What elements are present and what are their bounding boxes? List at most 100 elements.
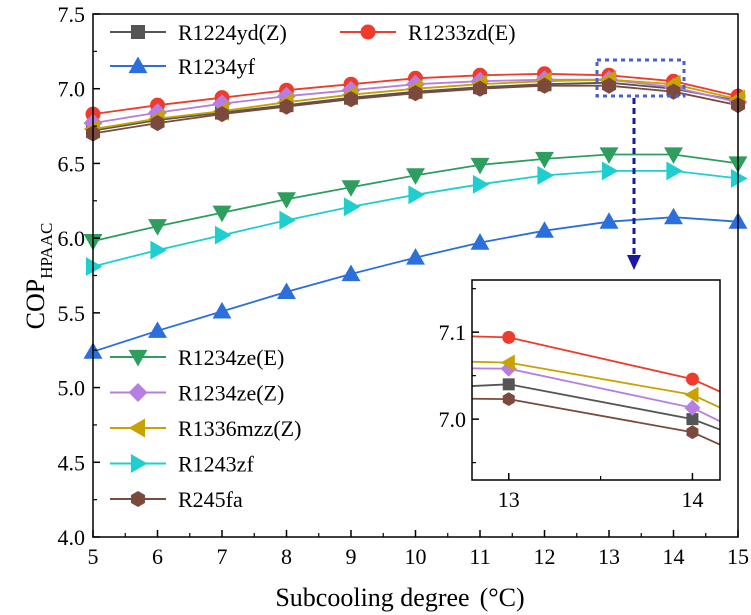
inset-point-r1233zd-e: [502, 330, 516, 344]
inset-line-r1234ze-z: [472, 367, 720, 423]
inset-x-tick-label: 14: [681, 487, 703, 512]
data-point-r245fa: [602, 77, 616, 94]
zoom-arrowhead: [627, 255, 641, 270]
inset-point-r1233zd-e: [685, 372, 699, 386]
legend-marker-r1234ze-z: [128, 383, 148, 402]
inset-point-r1224yd-z: [502, 378, 515, 391]
x-tick-label: 10: [405, 544, 427, 569]
data-point-r1234yf: [212, 301, 232, 319]
legend-label: R1243zf: [178, 452, 254, 477]
inset-y-tick-label: 7.1: [439, 320, 467, 345]
data-point-r1243zf: [85, 257, 103, 276]
data-point-r1234ze-e: [148, 219, 167, 236]
data-point-r1234yf: [470, 233, 490, 250]
data-point-r1234ze-e: [212, 205, 232, 223]
inset-line-r1233zd-e: [472, 335, 720, 393]
data-point-r1234ze-e: [535, 151, 554, 169]
x-tick-label: 11: [469, 544, 490, 569]
x-tick-label: 12: [534, 544, 556, 569]
data-point-r245fa: [344, 91, 358, 108]
data-point-r1243zf: [279, 210, 296, 230]
data-point-r1234ze-z: [212, 94, 232, 114]
legend-item-r1243zf: R1243zf: [110, 452, 254, 477]
inset-frame: [471, 279, 721, 481]
y-tick-label: 4.5: [58, 450, 86, 475]
data-point-r245fa: [279, 98, 294, 115]
data-point-r1234yf: [664, 207, 683, 225]
inset-point-r1224yd-z: [686, 413, 699, 426]
legend-marker-r1233zd-e: [360, 24, 376, 40]
data-point-r1243zf: [601, 161, 619, 181]
legend-label: R1224yd(Z): [178, 20, 287, 45]
legend-item-r1336mzz-z: R1336mzz(Z): [110, 416, 301, 441]
y-tick-label: 5.0: [58, 376, 86, 401]
y-tick-label: 5.5: [58, 301, 86, 326]
inset-point-r245fa: [502, 392, 515, 407]
data-point-r1243zf: [666, 161, 683, 181]
data-point-r1234yf: [599, 212, 619, 229]
data-point-r1234ze-e: [277, 192, 296, 209]
data-point-r1243zf: [730, 168, 748, 188]
legend-marker-r1336mzz-z: [128, 418, 146, 438]
x-axis-title: Subcooling degree (°C): [275, 583, 524, 612]
x-tick-label: 5: [88, 544, 99, 569]
inset-point-r245fa: [686, 425, 699, 440]
y-axis-subscript: HPAAC: [37, 223, 56, 279]
data-point-r1234yf: [148, 321, 167, 338]
data-point-r1234yf: [277, 282, 296, 300]
data-point-r1234ze-e: [664, 147, 683, 164]
data-point-r1234yf: [341, 264, 361, 282]
inset-x-tick-label: 13: [498, 487, 520, 512]
legend-marker-r245fa: [131, 490, 145, 508]
data-point-r1243zf: [343, 197, 361, 217]
inset-y-tick-label: 7.0: [439, 407, 467, 432]
x-tick-label: 6: [152, 544, 163, 569]
data-point-r1234ze-e: [341, 180, 361, 197]
legend-item-r1234ze-e: R1234ze(E): [110, 345, 284, 370]
y-tick-label: 6.5: [58, 151, 86, 176]
y-tick-label: 4.0: [58, 525, 86, 550]
data-point-r245fa: [408, 85, 423, 102]
data-point-r1234yf: [406, 248, 425, 265]
x-tick-label: 14: [663, 544, 685, 569]
data-point-r245fa: [215, 106, 229, 123]
x-axis-label: Subcooling degree: [275, 583, 469, 612]
data-point-r1234ze-e: [470, 157, 490, 175]
legend-marker-r1224yd-z: [131, 25, 145, 39]
data-point-r1243zf: [408, 185, 425, 205]
inset-line-r1336mzz-z: [472, 360, 720, 409]
y-tick-label: 6.0: [58, 226, 86, 251]
data-point-r1234ze-e: [599, 147, 619, 164]
inset-point-r1336mzz-z: [500, 354, 515, 371]
legend-label: R1336mzz(Z): [178, 416, 301, 441]
legend-marker-r1243zf: [130, 454, 148, 473]
data-point-r245fa: [537, 77, 552, 94]
y-axis-title: COPHPAAC: [21, 223, 56, 330]
legend-item-r1234yf: R1234yf: [110, 54, 256, 79]
inset-point-r1234ze-z: [684, 399, 701, 416]
legend-label: R1234ze(E): [178, 345, 284, 370]
inset-point-r1336mzz-z: [684, 386, 699, 403]
data-point-r1234ze-e: [406, 168, 425, 185]
zoom-box: [595, 58, 686, 98]
data-point-r1243zf: [472, 174, 490, 194]
data-point-r1243zf: [150, 240, 167, 260]
x-tick-label: 13: [598, 544, 620, 569]
data-point-r1234ze-z: [148, 103, 167, 123]
data-point-r245fa: [473, 80, 487, 97]
x-tick-label: 9: [346, 544, 357, 569]
data-point-r1243zf: [214, 225, 232, 245]
data-point-r1243zf: [537, 165, 554, 185]
inset-line-r1224yd-z: [472, 383, 720, 431]
legend-label: R1234yf: [178, 54, 256, 79]
x-tick-label: 8: [281, 544, 292, 569]
data-point-r1234yf: [535, 221, 554, 238]
x-tick-label: 15: [727, 544, 749, 569]
y-tick-label: 7.5: [58, 2, 86, 27]
data-point-r245fa: [150, 115, 165, 132]
legend-marker-r1234yf: [128, 56, 148, 74]
legend-marker-r1234ze-e: [128, 349, 148, 367]
x-axis-unit: (°C): [480, 583, 525, 612]
inset-plot: [472, 330, 720, 446]
